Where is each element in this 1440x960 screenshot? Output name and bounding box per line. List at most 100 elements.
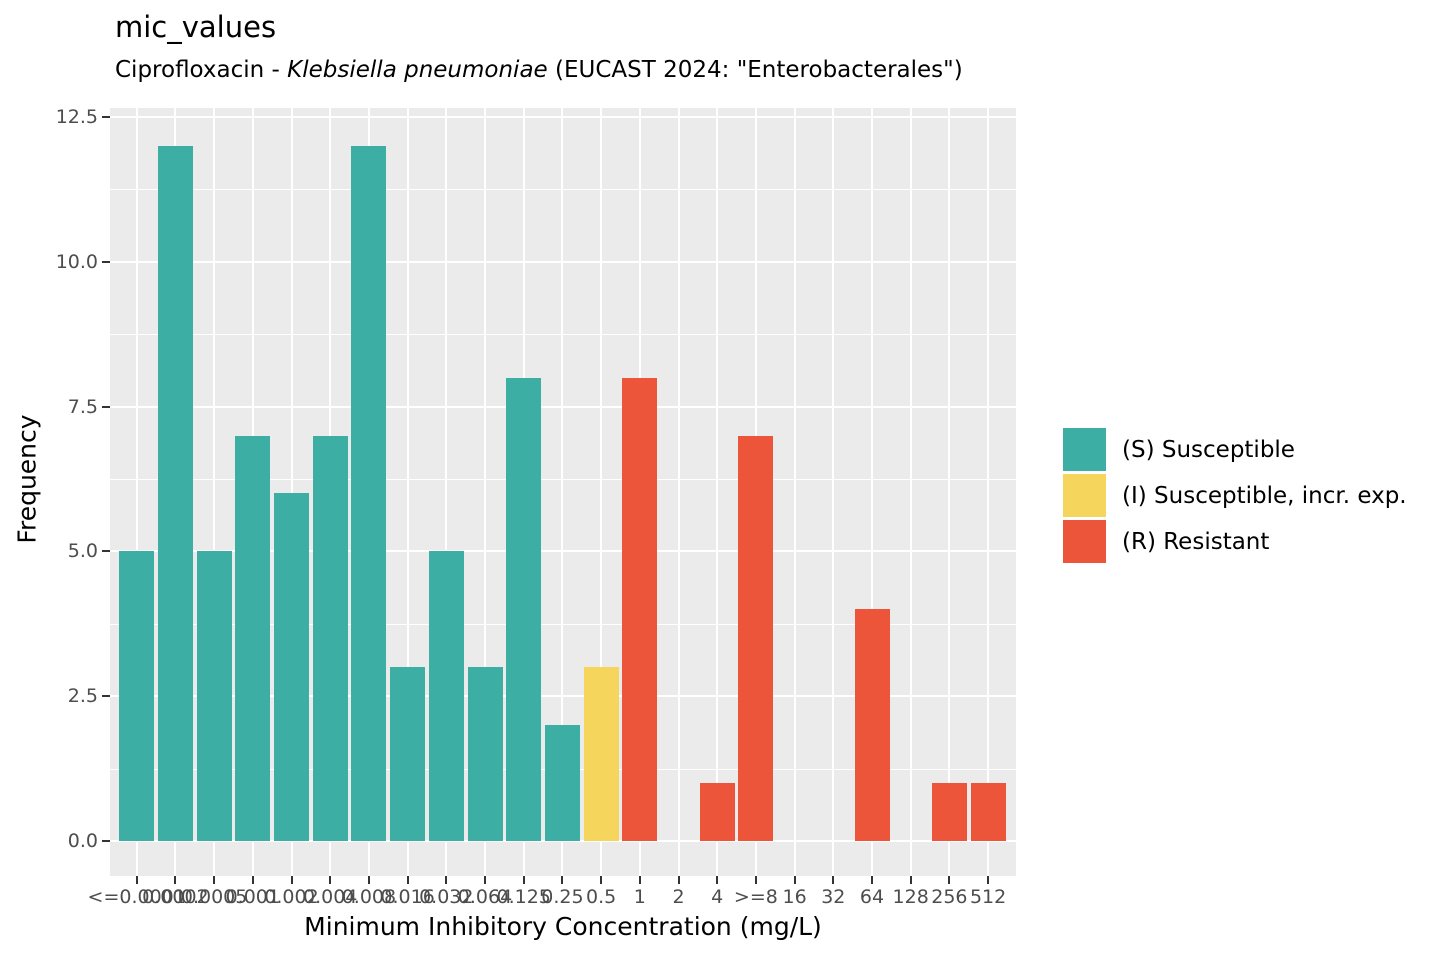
y-tick-mark xyxy=(102,550,110,553)
plot-panel xyxy=(110,108,1016,876)
x-tick-mark xyxy=(290,876,293,884)
major-gridline-vertical xyxy=(987,108,990,876)
bar-512 xyxy=(970,783,1006,841)
bar-0.5 xyxy=(583,667,619,841)
subtitle-drug: Ciprofloxacin - xyxy=(115,57,288,83)
bar-0.25 xyxy=(544,725,580,841)
x-tick-mark xyxy=(600,876,603,884)
bar-0.008 xyxy=(351,145,387,841)
x-tick-label: 0.064 xyxy=(457,886,513,908)
bar-0.0002 xyxy=(157,145,193,841)
x-axis-title: Minimum Inhibitory Concentration (mg/L) xyxy=(304,912,822,941)
y-tick-label: 2.5 xyxy=(67,685,98,708)
x-tick-mark xyxy=(909,876,912,884)
bar-0.0005 xyxy=(196,551,232,841)
x-tick-label: 0.125 xyxy=(496,886,551,908)
legend-label-resistant: (R) Resistant xyxy=(1122,529,1270,555)
subtitle-organism: Klebsiella pneumoniae xyxy=(287,57,548,83)
x-tick-mark xyxy=(677,876,680,884)
x-tick-mark xyxy=(445,876,448,884)
major-gridline-vertical xyxy=(832,108,835,876)
bar-64 xyxy=(854,609,890,841)
legend-swatch-resistant xyxy=(1063,520,1106,563)
y-tick-label: 0.0 xyxy=(67,830,98,852)
x-tick-mark xyxy=(948,876,951,884)
x-tick-mark xyxy=(329,876,332,884)
x-tick-mark xyxy=(754,876,757,884)
legend-swatch-susceptible xyxy=(1063,428,1106,471)
major-gridline-vertical xyxy=(909,108,912,876)
bar-256 xyxy=(931,783,967,841)
x-tick-mark xyxy=(832,876,835,884)
major-gridline-vertical xyxy=(445,108,448,876)
x-tick-label: 32 xyxy=(821,886,846,908)
y-tick-label: 7.5 xyxy=(67,395,98,418)
major-gridline-vertical xyxy=(561,108,564,876)
major-gridline-vertical xyxy=(677,108,680,876)
x-tick-label: >=8 xyxy=(733,886,778,908)
x-tick-label: 0.25 xyxy=(541,886,584,908)
y-axis-title: Frequency xyxy=(12,414,42,544)
major-gridline-vertical xyxy=(600,108,603,876)
y-tick-mark xyxy=(102,695,110,698)
major-gridline-vertical xyxy=(484,108,486,876)
x-tick-label: 0.001 xyxy=(225,886,280,908)
x-tick-mark xyxy=(484,876,486,884)
y-tick-mark xyxy=(102,840,110,842)
bar->=8 xyxy=(738,435,774,841)
y-tick-mark xyxy=(102,260,110,263)
y-tick-label: 10.0 xyxy=(55,250,98,273)
x-tick-mark xyxy=(522,876,525,884)
major-gridline-vertical xyxy=(135,108,138,876)
major-gridline-vertical xyxy=(871,108,873,876)
x-tick-mark xyxy=(561,876,564,884)
bar-4 xyxy=(699,783,735,841)
x-tick-label: 1 xyxy=(633,886,646,908)
x-tick-label: 0.5 xyxy=(585,886,617,908)
x-tick-mark xyxy=(406,876,409,884)
x-tick-mark xyxy=(793,876,796,884)
x-tick-label: 2 xyxy=(672,886,685,908)
y-tick-label: 5.0 xyxy=(67,540,98,563)
x-tick-label: 16 xyxy=(782,886,807,908)
x-tick-mark xyxy=(638,876,641,884)
x-tick-mark xyxy=(213,876,216,884)
x-tick-label: 4 xyxy=(711,886,724,908)
x-tick-label: 512 xyxy=(969,886,1007,908)
bar-0.125 xyxy=(506,377,542,841)
bar-0.032 xyxy=(428,551,464,841)
x-tick-mark xyxy=(251,876,254,884)
x-tick-label: 0.032 xyxy=(419,886,474,908)
x-tick-mark xyxy=(871,876,873,884)
subtitle-guideline: (EUCAST 2024: "Enterobacterales") xyxy=(547,57,963,83)
bar-0.002 xyxy=(274,493,309,841)
chart-title: mic_values xyxy=(115,10,277,44)
bar-<=0.0001 xyxy=(119,551,155,841)
major-gridline-vertical xyxy=(213,108,216,876)
x-tick-mark xyxy=(174,876,177,884)
y-tick-label: 12.5 xyxy=(55,106,98,128)
x-tick-label: 256 xyxy=(931,886,968,908)
x-tick-label: <=0.0001 xyxy=(87,886,186,908)
bar-1 xyxy=(622,377,658,841)
x-tick-label: 0.0005 xyxy=(180,886,248,908)
x-tick-label: 0.004 xyxy=(302,886,358,908)
x-tick-label: 0.016 xyxy=(380,886,435,908)
major-gridline-vertical xyxy=(716,108,719,876)
x-tick-label: 0.0002 xyxy=(142,886,209,908)
bar-0.016 xyxy=(390,667,426,841)
x-tick-mark xyxy=(987,876,990,884)
x-tick-label: 0.008 xyxy=(341,886,397,908)
chart-subtitle: Ciprofloxacin - Klebsiella pneumoniae (E… xyxy=(115,57,963,83)
x-tick-label: 0.002 xyxy=(264,886,319,908)
x-tick-mark xyxy=(716,876,719,884)
legend-label-susceptible-incr-exp: (I) Susceptible, incr. exp. xyxy=(1122,483,1407,509)
bar-0.001 xyxy=(235,435,271,841)
x-tick-label: 64 xyxy=(859,886,885,908)
major-gridline-vertical xyxy=(290,108,293,876)
major-gridline-vertical xyxy=(793,108,796,876)
major-gridline-vertical xyxy=(948,108,951,876)
bar-0.064 xyxy=(467,667,503,841)
x-tick-mark xyxy=(135,876,138,884)
